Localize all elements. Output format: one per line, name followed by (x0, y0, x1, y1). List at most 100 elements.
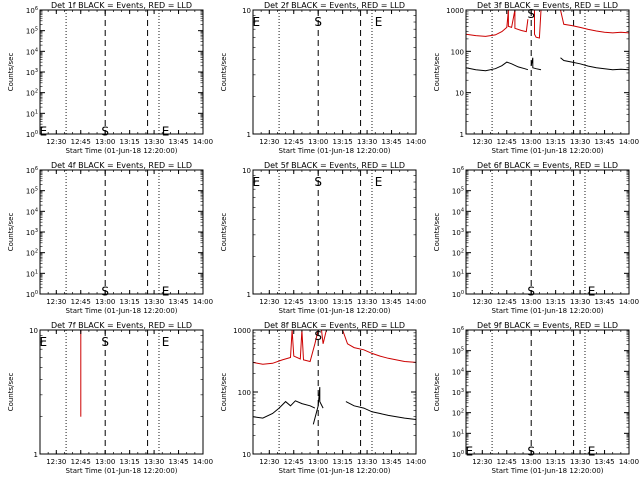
x-tick-label: 13:00 (308, 138, 328, 146)
x-tick-label: 12:45 (497, 138, 517, 146)
panel-title: Det 4f BLACK = Events, RED = LLD (51, 161, 192, 170)
x-tick-label: 13:30 (357, 458, 377, 466)
series-line (345, 401, 417, 420)
x-tick-label: 13:15 (333, 138, 353, 146)
y-tick-label: 100 (238, 389, 251, 397)
y-tick-label: 106 (26, 6, 38, 15)
plot-frame (465, 169, 630, 295)
panel-det4f: Det 4f BLACK = Events, RED = LLDSE12:301… (7, 161, 213, 315)
x-tick-label: 13:00 (521, 138, 541, 146)
panel-title: Det 2f BLACK = Events, RED = LLD (264, 1, 405, 10)
x-tick-label: 13:45 (381, 138, 401, 146)
y-tick-label: 106 (26, 166, 38, 175)
x-tick-label: 13:45 (594, 298, 614, 306)
x-tick-label: 12:45 (497, 298, 517, 306)
x-tick-label: 13:30 (570, 298, 590, 306)
series-line (530, 57, 542, 71)
y-tick-label: 100 (26, 130, 38, 139)
x-tick-label: 13:30 (144, 458, 164, 466)
series-line (342, 329, 417, 363)
x-tick-label: 13:00 (521, 298, 541, 306)
y-tick-label: 105 (26, 27, 38, 36)
x-tick-label: 13:45 (168, 138, 188, 146)
y-tick-label: 102 (26, 89, 38, 98)
x-tick-label: 12:30 (259, 458, 279, 466)
y-tick-label: 101 (26, 109, 38, 118)
marker-e: E (162, 285, 170, 299)
y-axis-label: Counts/sec (7, 53, 15, 92)
panel-det1f: Det 1f BLACK = Events, RED = LLDESE12:30… (7, 1, 213, 155)
y-axis-label: Counts/sec (7, 373, 15, 412)
y-tick-label: 1 (34, 451, 38, 459)
y-tick-label: 1 (247, 131, 251, 139)
y-axis-label: Counts/sec (433, 213, 441, 252)
plot-frame (252, 9, 417, 135)
x-axis-label: Start Time (01-Jun-18 12:20:00) (492, 467, 604, 475)
y-tick-label: 10 (242, 7, 251, 15)
y-tick-label: 106 (452, 326, 464, 335)
y-tick-label: 104 (26, 47, 38, 56)
marker-e: E (588, 445, 596, 459)
y-axis-label: Counts/sec (433, 53, 441, 92)
y-tick-label: 1 (247, 291, 251, 299)
y-tick-label: 100 (452, 450, 464, 459)
x-tick-label: 12:45 (71, 458, 91, 466)
x-tick-label: 13:15 (333, 458, 353, 466)
x-tick-label: 13:15 (546, 458, 566, 466)
y-tick-label: 100 (452, 290, 464, 299)
y-tick-label: 103 (26, 228, 38, 237)
panel-det7f: Det 7f BLACK = Events, RED = LLD E S E 12:30… (7, 321, 213, 475)
x-tick-label: 12:30 (46, 298, 66, 306)
x-tick-label: 13:30 (570, 138, 590, 146)
y-tick-label: 105 (452, 187, 464, 196)
series-line (560, 57, 630, 71)
marker-e: E (39, 125, 47, 139)
x-tick-label: 13:00 (95, 138, 115, 146)
marker-e: E (162, 335, 170, 349)
x-axis-label: Start Time (01-Jun-18 12:20:00) (492, 147, 604, 155)
series-line (252, 329, 319, 365)
x-tick-label: 13:45 (594, 458, 614, 466)
x-tick-label: 12:30 (472, 458, 492, 466)
plot-frame (39, 329, 204, 455)
x-tick-label: 13:15 (120, 138, 140, 146)
panel-det9f: Det 9f BLACK = Events, RED = LLDESE12:30… (433, 321, 639, 475)
y-axis-label: Counts/sec (7, 213, 15, 252)
x-tick-label: 13:30 (357, 138, 377, 146)
x-tick-label: 13:45 (594, 138, 614, 146)
y-axis-label: Counts/sec (220, 213, 228, 252)
x-tick-label: 13:45 (168, 458, 188, 466)
x-tick-label: 12:30 (259, 138, 279, 146)
marker-e: E (252, 175, 260, 189)
y-tick-label: 105 (452, 347, 464, 356)
x-tick-label: 14:00 (193, 298, 213, 306)
x-tick-label: 12:30 (472, 298, 492, 306)
y-tick-label: 10 (242, 167, 251, 175)
series-line (321, 329, 327, 344)
y-tick-label: 10 (29, 327, 38, 335)
x-tick-label: 13:30 (144, 298, 164, 306)
y-tick-label: 101 (26, 269, 38, 278)
x-tick-label: 13:00 (308, 298, 328, 306)
panel-title: Det 9f BLACK = Events, RED = LLD (477, 321, 618, 330)
x-axis-label: Start Time (01-Jun-18 12:20:00) (279, 147, 391, 155)
y-axis-label: Counts/sec (220, 53, 228, 92)
marker-s: S (314, 15, 322, 29)
x-tick-label: 13:00 (95, 458, 115, 466)
y-tick-label: 100 (26, 290, 38, 299)
marker-e: E (375, 15, 383, 29)
x-tick-label: 14:00 (406, 298, 426, 306)
x-tick-label: 13:30 (570, 458, 590, 466)
x-tick-label: 12:45 (497, 458, 517, 466)
x-tick-label: 12:45 (284, 458, 304, 466)
y-tick-label: 102 (452, 409, 464, 418)
series-line (312, 387, 324, 425)
x-axis-label: Start Time (01-Jun-18 12:20:00) (279, 467, 391, 475)
x-tick-label: 14:00 (406, 458, 426, 466)
x-tick-label: 12:45 (284, 298, 304, 306)
marker-s: S (527, 7, 535, 21)
panel-title: Det 8f BLACK = Events, RED = LLD (264, 321, 405, 330)
plot-frame (39, 169, 204, 295)
